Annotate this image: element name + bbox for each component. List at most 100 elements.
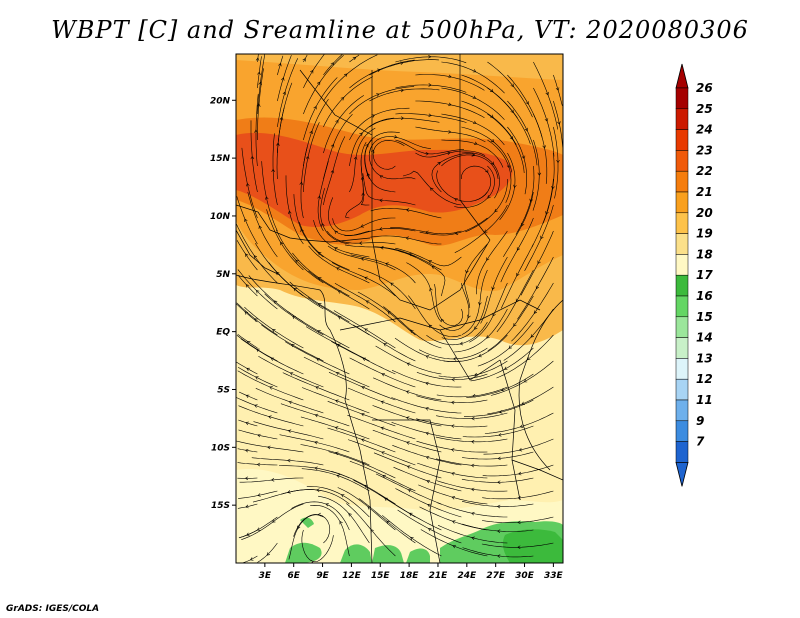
streamline-arrow: [473, 326, 478, 330]
colorbar-segment: [675, 129, 689, 151]
streamline-arrow: [250, 155, 255, 160]
streamline-arrow: [334, 247, 338, 251]
lon-tick-label: 9E: [316, 571, 329, 581]
streamline-arrow: [244, 476, 249, 481]
streamline-arrow: [325, 503, 329, 507]
colorbar-label: 15: [696, 310, 713, 324]
streamline-arrow: [254, 129, 258, 133]
streamline-arrow: [441, 318, 445, 323]
lon-tick-label: 24E: [457, 571, 477, 581]
streamline-arrow: [246, 532, 250, 536]
streamline-arrow: [336, 343, 341, 348]
colorbar-segment: [675, 191, 689, 214]
streamline-arrow: [425, 407, 429, 411]
streamline-arrow: [428, 113, 432, 117]
streamline-arrow: [266, 552, 271, 556]
streamline-arrow: [405, 390, 410, 394]
streamline-arrow: [377, 68, 381, 72]
lat-tick-label: 15N: [210, 154, 231, 164]
streamline: [257, 54, 265, 115]
streamline-arrow: [425, 230, 429, 235]
streamline-arrow: [470, 463, 475, 468]
streamline-arrow: [309, 130, 313, 135]
colorbar-segment: [675, 295, 689, 318]
colorbar-segment: [675, 87, 689, 110]
lat-tick-label: 20N: [210, 96, 231, 106]
streamline-arrow: [437, 162, 442, 166]
grads-credit: GrADS: IGES/COLA: [6, 604, 100, 614]
streamline-arrow: [524, 127, 528, 132]
streamline-arrow: [385, 262, 389, 266]
streamline-arrow: [379, 227, 383, 231]
colorbar-segment: [675, 233, 689, 255]
streamline-arrow: [245, 421, 249, 426]
streamline-arrow: [557, 121, 561, 125]
streamline-arrow: [472, 95, 477, 99]
streamline-arrow: [314, 466, 318, 471]
streamline-arrow: [361, 386, 365, 390]
streamline-arrow: [400, 88, 405, 93]
streamline-arrow: [406, 441, 410, 445]
streamline-arrow: [362, 357, 367, 361]
streamline-arrow: [334, 230, 338, 234]
streamline-arrow: [317, 251, 322, 256]
streamline-arrow: [451, 377, 455, 382]
streamline-arrow: [509, 136, 513, 140]
streamline-arrow: [295, 259, 299, 263]
streamline-arrow: [386, 520, 390, 525]
streamline-arrow: [430, 187, 434, 191]
streamline-arrow: [471, 536, 475, 541]
lon-tick-label: 27E: [486, 571, 506, 581]
streamline-arrow: [486, 335, 490, 339]
streamline-arrow: [282, 91, 287, 95]
streamline-arrow: [556, 159, 560, 164]
colorbar-segment: [675, 441, 689, 463]
streamline: [237, 367, 278, 388]
colorbar-label: 14: [696, 331, 713, 345]
streamline-arrow: [254, 318, 258, 322]
streamline-arrow: [310, 69, 314, 74]
streamline: [238, 405, 304, 427]
streamline-arrow: [256, 348, 260, 352]
lat-tick-label: 5S: [217, 385, 230, 395]
streamline-arrow: [510, 109, 514, 114]
streamline-arrow: [383, 343, 387, 347]
country-borders: [236, 54, 563, 563]
streamline-arrow: [503, 366, 508, 370]
streamline-arrow: [451, 496, 456, 500]
streamline: [236, 397, 278, 414]
streamline-arrow: [343, 73, 348, 77]
streamline-arrow: [381, 451, 385, 455]
streamline-arrow: [519, 424, 524, 428]
latitude-axis: 20N 15N 10N 5N EQ 5S 10S 15S: [210, 96, 236, 511]
streamline-arrow: [334, 426, 339, 430]
streamline-arrow: [410, 329, 414, 333]
streamline-arrow: [470, 487, 475, 492]
streamline-arrow: [555, 87, 560, 91]
streamline-arrow: [405, 416, 410, 420]
streamline-arrow: [254, 404, 258, 408]
streamline-arrow: [281, 77, 285, 81]
streamline-arrow: [491, 286, 495, 291]
streamline-arrow: [516, 272, 520, 277]
streamline-arrow: [544, 118, 549, 122]
streamline: [236, 440, 304, 453]
streamline-arrow: [459, 341, 464, 346]
streamline-arrow: [525, 101, 529, 105]
streamline-arrow: [478, 353, 482, 358]
streamline-arrow: [454, 198, 458, 202]
streamline-arrow: [288, 400, 293, 405]
streamline-arrow: [490, 114, 494, 118]
streamline-arrow: [257, 493, 261, 497]
streamline-arrow: [517, 545, 521, 550]
streamline-arrow: [330, 169, 335, 174]
streamline-arrow: [380, 400, 385, 404]
streamline-arrow: [405, 208, 410, 212]
streamline-arrow: [244, 448, 249, 453]
streamline: [236, 302, 278, 336]
colorbar-segment: [675, 274, 689, 297]
streamline-arrow: [340, 97, 345, 101]
streamline: [238, 529, 258, 539]
streamline-arrow: [452, 544, 456, 549]
streamline-arrow: [450, 424, 455, 428]
